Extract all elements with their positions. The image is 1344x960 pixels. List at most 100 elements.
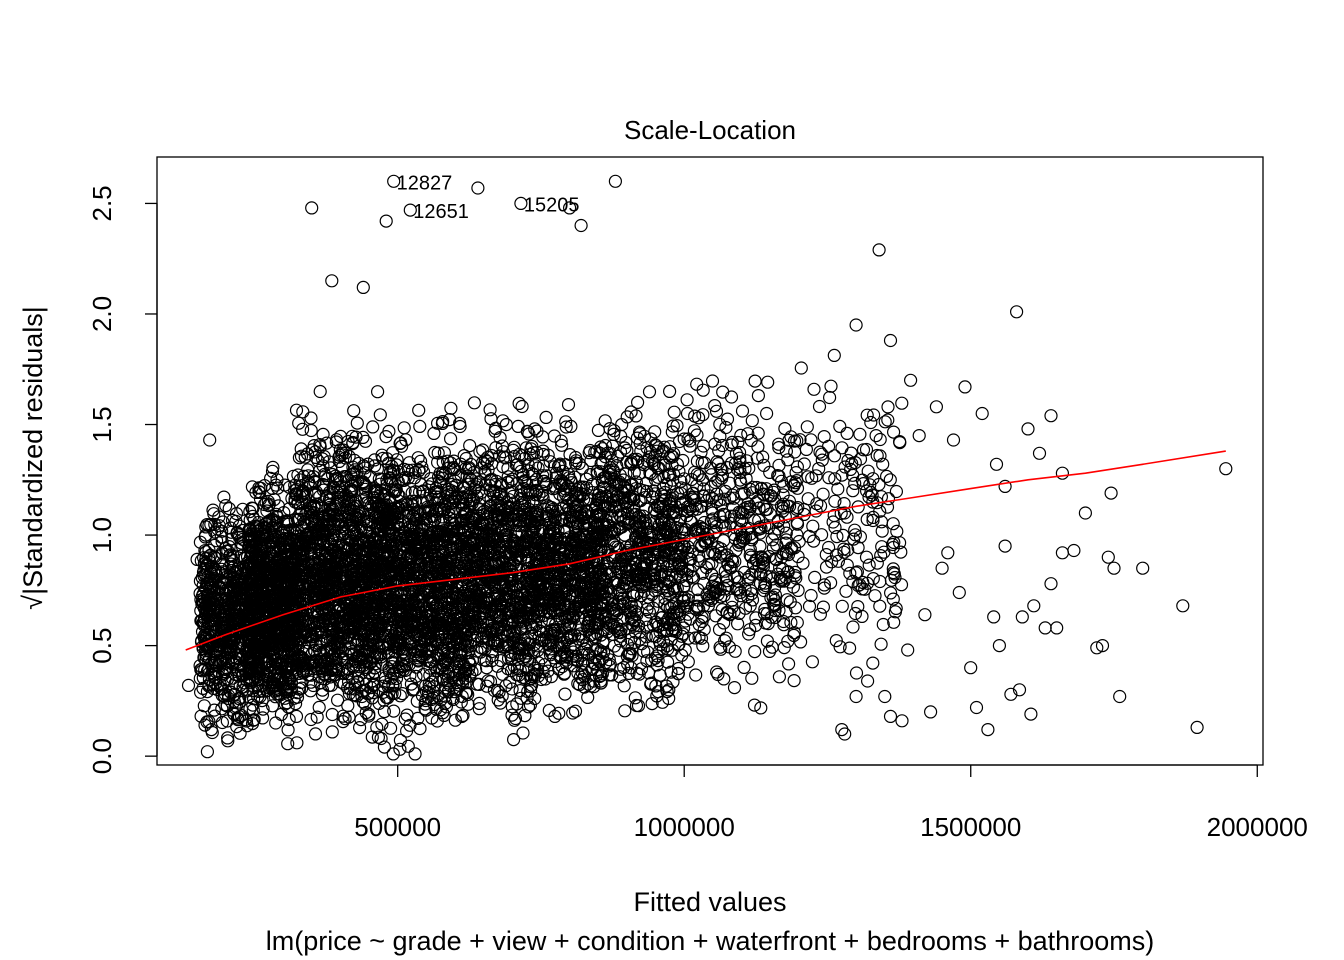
data-point (366, 420, 380, 434)
data-point (209, 645, 223, 660)
data-point (216, 623, 231, 638)
data-point (325, 707, 339, 722)
data-point (225, 525, 239, 539)
data-point (281, 723, 295, 737)
data-point (413, 419, 427, 433)
data-point (484, 412, 498, 426)
data-point (256, 702, 270, 716)
data-point (215, 534, 229, 549)
data-point (347, 404, 361, 418)
data-point (221, 734, 235, 748)
data-point (215, 715, 229, 730)
data-point (220, 699, 234, 713)
data-point (269, 716, 283, 730)
data-point (358, 434, 373, 448)
data-point (208, 676, 222, 691)
data-point (220, 714, 234, 728)
data-point (239, 714, 254, 728)
data-point (371, 385, 385, 399)
data-point (217, 490, 231, 504)
data-point (397, 421, 411, 435)
data-point (224, 552, 238, 566)
data-point (213, 653, 227, 668)
data-point (200, 684, 214, 699)
data-point (226, 554, 240, 568)
data-point (373, 408, 387, 422)
data-point (444, 432, 458, 446)
data-point (229, 699, 243, 714)
data-point (207, 550, 221, 564)
data-point (261, 499, 276, 513)
data-point (197, 631, 212, 645)
data-point (204, 560, 218, 574)
data-point (199, 647, 213, 661)
data-point (271, 499, 285, 513)
data-point (213, 645, 227, 660)
data-point (220, 619, 234, 633)
data-point (200, 576, 214, 590)
data-point (231, 712, 245, 727)
data-point (561, 398, 576, 412)
data-point (444, 401, 458, 415)
data-point (222, 502, 236, 516)
data-point (313, 384, 327, 399)
data-point (267, 513, 281, 528)
data-point (232, 691, 246, 706)
data-point (215, 524, 229, 538)
data-point (227, 643, 241, 657)
data-point (199, 520, 213, 534)
data-point (289, 709, 304, 724)
data-point (233, 726, 247, 740)
data-point (197, 601, 211, 615)
data-point (219, 665, 234, 679)
data-point (226, 592, 240, 606)
data-point (213, 606, 228, 620)
data-point (252, 481, 266, 495)
data-point (196, 681, 210, 696)
data-point (233, 678, 247, 693)
data-point (202, 714, 216, 729)
data-point (290, 736, 304, 750)
data-point (350, 416, 364, 430)
data-point (511, 419, 525, 433)
data-point (227, 633, 242, 647)
data-point (210, 638, 224, 653)
data-point (386, 747, 400, 761)
data-point (467, 396, 481, 410)
data-point (412, 403, 426, 417)
data-point (225, 597, 239, 611)
data-point (401, 739, 415, 753)
data-point (341, 698, 355, 713)
data-point (219, 499, 233, 513)
data-point (232, 669, 246, 683)
data-point (262, 497, 276, 511)
data-point (211, 587, 226, 601)
data-point (216, 668, 230, 682)
data-point (231, 565, 245, 579)
data-point (197, 650, 211, 665)
data-point (222, 655, 236, 669)
data-point (196, 671, 210, 685)
data-point (197, 556, 211, 570)
data-point (253, 485, 267, 499)
data-point (197, 591, 211, 605)
data-point (393, 733, 407, 747)
data-point (260, 504, 274, 518)
data-point (353, 720, 367, 735)
data-point (387, 704, 401, 718)
data-point (581, 690, 595, 705)
data-point (236, 502, 250, 516)
data-point (197, 699, 211, 713)
data-point (265, 481, 280, 495)
data-point (325, 725, 339, 739)
data-point (282, 712, 296, 727)
data-point (463, 439, 477, 453)
data-points (181, 174, 1233, 761)
data-point (206, 658, 220, 673)
data-point (472, 696, 486, 711)
data-point (199, 581, 213, 596)
data-point (304, 411, 318, 425)
data-point (203, 613, 217, 627)
data-point (212, 510, 226, 524)
